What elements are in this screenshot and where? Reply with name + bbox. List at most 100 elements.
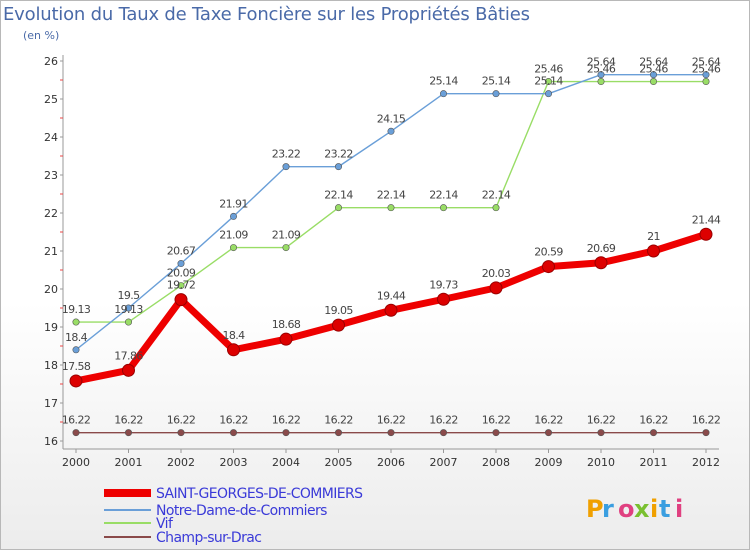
data-label: 19.05 [324, 304, 353, 317]
x-tick-label: 2007 [430, 456, 458, 469]
data-label: 20.03 [482, 267, 511, 280]
data-point [72, 318, 80, 326]
data-point [437, 292, 450, 306]
data-point [334, 204, 342, 212]
x-tick-label: 2002 [167, 456, 195, 469]
y-tick-label: 23 [44, 169, 58, 182]
data-label: 20.67 [167, 245, 196, 258]
data-label: 18.4 [222, 329, 245, 342]
data-label: 25.46 [639, 63, 668, 76]
unit-label: (en %) [23, 29, 60, 42]
data-point [282, 244, 290, 252]
y-tick-label: 21 [44, 245, 58, 258]
logo-letter: t [659, 495, 670, 523]
series-1 [72, 71, 710, 354]
data-point [125, 429, 133, 437]
data-label: 25.14 [482, 75, 511, 88]
data-point [177, 260, 185, 268]
legend-label: Vif [156, 516, 174, 532]
logo-letter: x [634, 495, 650, 523]
data-label: 17.58 [62, 360, 91, 373]
data-point [72, 346, 80, 354]
data-point [439, 204, 447, 212]
data-point [594, 256, 608, 270]
data-point [387, 127, 395, 135]
proxiti-logo: Pr o x i t i [586, 495, 683, 523]
data-label: 22.14 [482, 189, 511, 202]
data-point [699, 227, 713, 241]
data-point [702, 78, 710, 86]
data-point [647, 244, 660, 258]
data-label: 17.86 [114, 349, 143, 362]
data-point [439, 90, 447, 98]
logo-letter: r [602, 495, 614, 523]
data-point [227, 343, 240, 357]
y-tick-label: 16 [44, 435, 58, 448]
data-label: 16.22 [62, 414, 91, 427]
data-label: 25.14 [429, 75, 458, 88]
data-label: 16.22 [587, 414, 616, 427]
data-label: 16.22 [324, 414, 353, 427]
data-label: 18.4 [65, 331, 88, 344]
data-point [72, 429, 80, 437]
series-0 [69, 227, 713, 388]
data-point [387, 429, 395, 437]
data-label: 23.22 [324, 148, 353, 161]
data-point [597, 71, 605, 79]
data-label: 19.72 [167, 279, 196, 292]
data-point [177, 429, 185, 437]
x-tick-label: 2006 [377, 456, 405, 469]
data-point [544, 429, 552, 437]
data-label: 24.15 [377, 112, 406, 125]
data-point [492, 204, 500, 212]
data-point [384, 303, 398, 317]
data-label: 16.22 [272, 414, 301, 427]
data-point [649, 71, 657, 79]
data-label: 16.22 [534, 414, 563, 427]
data-label: 25.64 [639, 56, 668, 69]
data-label: 19.44 [377, 289, 406, 302]
data-label: 19.5 [117, 289, 140, 302]
data-point [597, 429, 605, 437]
logo-letter: o [618, 495, 635, 523]
data-point [387, 204, 395, 212]
x-tick-label: 2008 [482, 456, 510, 469]
x-tick-label: 2011 [640, 456, 668, 469]
data-point [125, 304, 133, 312]
logo-letter: i [650, 495, 658, 523]
data-point [125, 318, 133, 326]
y-tick-label: 24 [44, 131, 58, 144]
series-2 [72, 78, 710, 326]
x-tick-label: 2004 [272, 456, 300, 469]
data-point [649, 429, 657, 437]
x-tick-label: 2009 [535, 456, 563, 469]
data-point [230, 429, 238, 437]
legend-label: SAINT-GEORGES-DE-COMMIERS [156, 486, 363, 502]
data-label: 21.91 [219, 197, 248, 210]
data-label: 20.09 [167, 267, 196, 280]
logo-letter: i [675, 495, 683, 523]
data-label: 16.22 [692, 414, 721, 427]
data-label: 21.44 [692, 213, 721, 226]
data-point [492, 429, 500, 437]
data-label: 25.14 [534, 75, 563, 88]
data-label: 23.22 [272, 148, 301, 161]
data-label: 19.13 [114, 303, 143, 316]
data-point [439, 429, 447, 437]
data-point [282, 163, 290, 171]
data-label: 19.73 [429, 278, 458, 291]
x-tick-label: 2000 [62, 456, 90, 469]
data-label: 21 [647, 230, 660, 243]
logo-letter: P [586, 495, 604, 523]
data-point [279, 332, 293, 346]
y-tick-label: 25 [44, 93, 58, 106]
x-tick-label: 2012 [692, 456, 720, 469]
data-point [230, 244, 238, 252]
data-point [492, 90, 500, 98]
data-label: 16.22 [639, 414, 668, 427]
data-point [69, 374, 83, 388]
data-label: 16.22 [167, 414, 196, 427]
data-point [332, 318, 345, 332]
